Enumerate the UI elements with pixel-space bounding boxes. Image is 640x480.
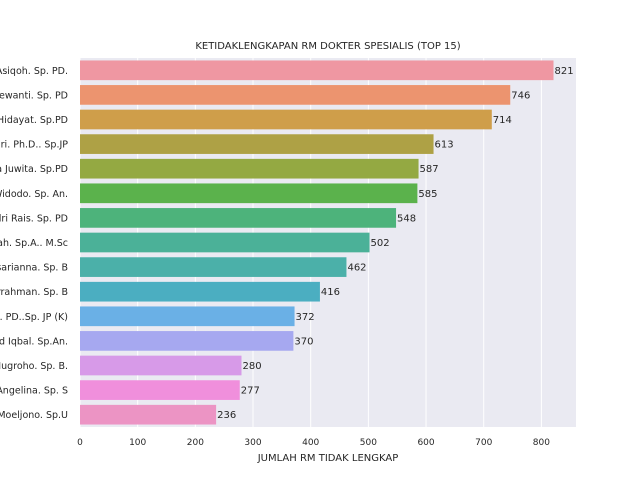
value-label: 462 — [347, 263, 366, 274]
x-tick-labels: 0 100 200 300 400 500 600 700 800 — [77, 438, 550, 448]
value-label: 746 — [511, 90, 530, 101]
x-tick-label: 100 — [129, 438, 146, 448]
bar — [80, 257, 347, 277]
bar — [80, 331, 294, 351]
value-label: 585 — [418, 189, 437, 200]
category-label: Nugroho. Sp. B. — [0, 361, 68, 372]
value-label: 372 — [296, 312, 315, 323]
value-label: 502 — [371, 238, 390, 249]
category-label: esarianna. Sp. B — [0, 263, 68, 274]
category-label: Hidayat. Sp.PD — [0, 115, 68, 126]
category-label: Moeljono. Sp.U — [0, 410, 68, 421]
category-label: Widodo. Sp. An. — [0, 189, 68, 200]
value-label: 416 — [321, 287, 340, 298]
value-label: 548 — [397, 213, 416, 224]
category-label: ah. Sp.A.. M.Sc — [0, 238, 68, 249]
value-label: 821 — [555, 66, 574, 77]
category-label: ad Iqbal. Sp.An. — [0, 336, 68, 347]
bar — [80, 306, 295, 327]
x-tick-label: 800 — [533, 438, 550, 448]
category-label: urrahman. Sp. B — [0, 287, 68, 298]
category-label: Angelina. Sp. S — [0, 386, 68, 397]
x-tick-label: 200 — [187, 438, 204, 448]
value-labels: 821 746 714 613 587 585 548 502 462 416 372 370 280 2… — [217, 66, 573, 421]
category-label: ari. Ph.D.. Sp.JP — [0, 140, 68, 151]
value-label: 236 — [217, 410, 236, 421]
x-tick-label: 0 — [77, 438, 83, 448]
x-tick-label: 500 — [360, 438, 377, 448]
bars — [80, 60, 554, 425]
bar — [80, 158, 419, 179]
category-label: Dewanti. Sp. PD — [0, 90, 68, 101]
x-tick-label: 600 — [417, 438, 434, 448]
value-label: 277 — [241, 386, 260, 397]
x-axis-label: JUMLAH RM TIDAK LENGKAP — [257, 453, 399, 464]
value-label: 587 — [420, 164, 439, 175]
bar — [80, 232, 370, 253]
bar — [80, 85, 511, 105]
category-label: Asiqoh. Sp. PD. — [0, 66, 68, 77]
category-label: dri Rais. Sp. PD — [0, 213, 68, 224]
chart-title: KETIDAKLENGKAPAN RM DOKTER SPESIALIS (TO… — [195, 41, 460, 52]
bar — [80, 134, 434, 154]
x-tick-label: 400 — [302, 438, 319, 448]
value-label: 370 — [294, 336, 313, 347]
bar — [80, 355, 242, 376]
bar — [80, 109, 492, 130]
bar — [80, 183, 418, 204]
category-labels: Asiqoh. Sp. PD. Dewanti. Sp. PD Hidayat. S… — [0, 66, 68, 421]
bar — [80, 281, 320, 302]
bar — [80, 380, 240, 400]
value-label: 714 — [493, 115, 512, 126]
category-label: . PD..Sp. JP (K) — [0, 312, 68, 323]
bar — [80, 60, 554, 81]
value-label: 613 — [435, 140, 454, 151]
bar — [80, 404, 217, 425]
x-tick-label: 300 — [244, 438, 261, 448]
category-label: a Juwita. Sp.PD — [0, 164, 68, 175]
bar — [80, 208, 397, 228]
x-tick-label: 700 — [475, 438, 492, 448]
value-label: 280 — [242, 361, 261, 372]
